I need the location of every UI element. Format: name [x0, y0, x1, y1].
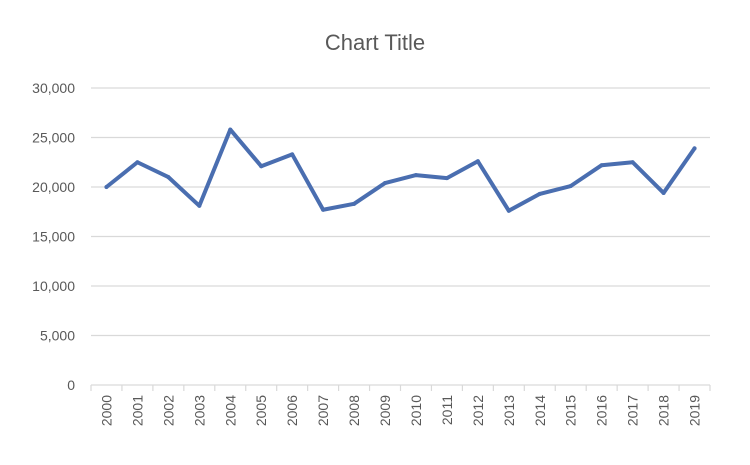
y-tick-label: 15,000 — [32, 229, 75, 245]
data-point — [197, 203, 202, 208]
x-tick-label: 2015 — [563, 395, 579, 426]
data-point — [661, 190, 666, 195]
data-point — [568, 184, 573, 189]
x-tick-label: 2013 — [501, 395, 517, 426]
y-tick-label: 25,000 — [32, 130, 75, 146]
y-axis-ticks: 0 5,000 10,000 15,000 20,000 25,000 30,000 — [32, 80, 75, 393]
x-tick-label: 2005 — [253, 395, 269, 426]
y-tick-label: 5,000 — [40, 328, 75, 344]
x-tick-label: 2018 — [656, 395, 672, 426]
data-point — [228, 127, 233, 132]
data-point — [692, 146, 697, 151]
x-tick-label: 2006 — [284, 395, 300, 426]
x-tick-label: 2010 — [408, 395, 424, 426]
data-point — [135, 160, 140, 165]
x-tick-label: 2007 — [315, 395, 331, 426]
x-tick-label: 2014 — [532, 395, 548, 426]
x-tick-label: 2004 — [222, 395, 238, 426]
data-point — [166, 175, 171, 180]
x-tick-label: 2012 — [470, 395, 486, 426]
y-tick-label: 30,000 — [32, 80, 75, 96]
x-tick-label: 2016 — [594, 395, 610, 426]
data-point — [537, 191, 542, 196]
data-point — [599, 163, 604, 168]
x-tick-label: 2002 — [160, 395, 176, 426]
x-tick-label: 2003 — [191, 395, 207, 426]
y-tick-label: 20,000 — [32, 179, 75, 195]
y-tick-label: 0 — [67, 377, 75, 393]
gridlines — [91, 87, 710, 337]
data-point — [321, 207, 326, 212]
data-point — [383, 181, 388, 186]
x-tick-label: 2011 — [439, 395, 455, 425]
series-line — [104, 127, 697, 213]
data-point — [506, 208, 511, 213]
data-point — [104, 185, 109, 189]
x-tick-label: 2017 — [625, 395, 641, 426]
data-point — [444, 176, 449, 181]
x-axis: 2000 2001 2002 2003 2004 2005 2006 2007 2008 2009… — [90, 384, 711, 426]
data-point — [630, 160, 635, 165]
x-tick-label: 2008 — [346, 395, 362, 426]
data-point — [352, 201, 357, 206]
x-tick-label: 2000 — [98, 395, 114, 426]
data-point — [413, 173, 418, 178]
data-point — [290, 152, 295, 157]
x-tick-label: 2001 — [129, 395, 145, 426]
x-tick-label: 2009 — [377, 395, 393, 426]
chart-title: Chart Title — [324, 30, 426, 55]
data-point — [259, 164, 264, 169]
data-point — [475, 159, 480, 164]
y-tick-label: 10,000 — [32, 278, 75, 294]
x-tick-label: 2019 — [687, 395, 703, 426]
series-layer — [104, 127, 697, 213]
